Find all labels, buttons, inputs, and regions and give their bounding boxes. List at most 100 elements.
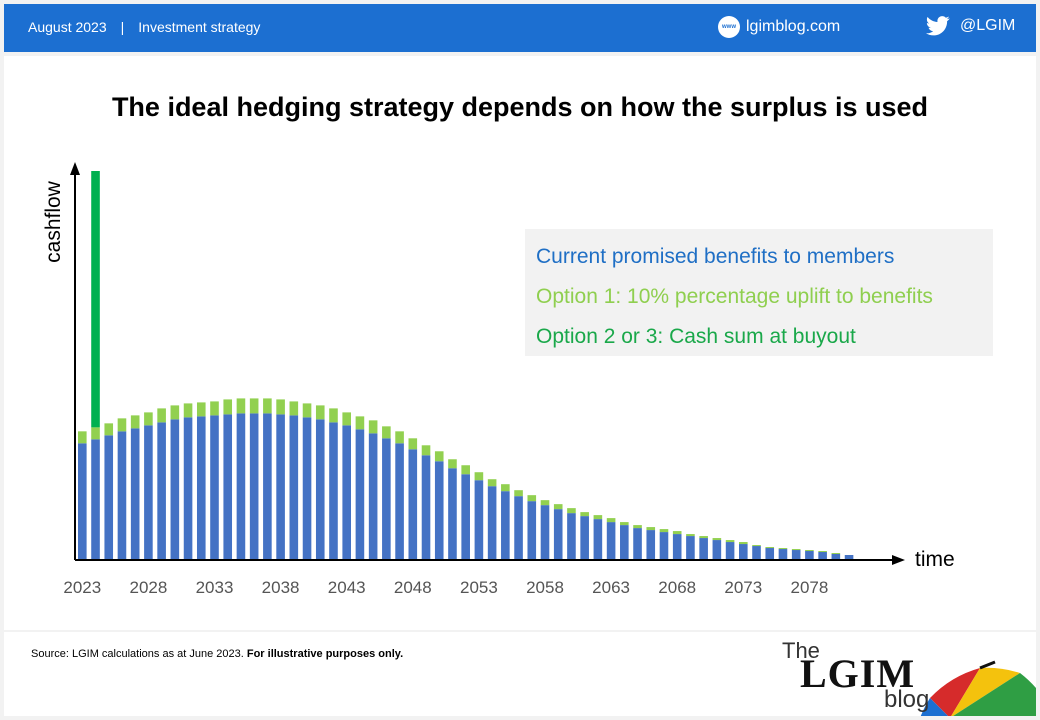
bar-2074-series-1: [752, 545, 761, 547]
bar-2076-series-0: [778, 549, 788, 559]
bar-2049-series-1: [421, 445, 431, 456]
bar-2044-series-1: [355, 416, 365, 430]
bar-2074-series-0: [752, 546, 761, 559]
bar-2079-series-1: [818, 551, 827, 553]
bar-2067-series-0: [659, 532, 669, 559]
bar-2064-series-1: [620, 522, 629, 526]
bar-2048-series-0: [408, 449, 418, 559]
bars-group: [78, 171, 854, 559]
bar-2034-series-1: [223, 399, 233, 415]
legend-item-option2: Option 2 or 3: Cash sum at buyout: [536, 325, 856, 348]
x-tick-2073: 2073: [724, 578, 762, 597]
bar-2068-series-0: [672, 534, 682, 559]
logo-lgim: LGIM: [800, 651, 916, 696]
bar-2068-series-1: [672, 531, 682, 535]
twitter-icon: [926, 16, 950, 36]
bar-2063-series-1: [606, 518, 616, 523]
bar-2069-series-1: [686, 534, 695, 537]
page-title: The ideal hedging strategy depends on ho…: [111, 92, 929, 122]
bar-2045-series-1: [368, 420, 378, 434]
x-axis-arrow: [892, 555, 905, 565]
site-label: lgimblog.com: [746, 18, 841, 35]
globe-icon: www: [718, 16, 740, 38]
bar-2053-series-0: [474, 480, 484, 559]
bar-2040-series-0: [302, 417, 312, 559]
bar-2056-series-0: [514, 496, 523, 559]
bar-2078-series-0: [805, 551, 814, 559]
bar-2039-series-0: [289, 415, 299, 559]
bar-2077-series-1: [791, 549, 801, 551]
source-note: Source: LGIM calculations as at June 202…: [31, 648, 403, 660]
bar-2036-series-0: [249, 413, 259, 559]
twitter-link[interactable]: @LGIM: [926, 16, 1015, 36]
bar-2063-series-0: [606, 522, 616, 559]
bar-2023-series-1: [78, 431, 87, 444]
bar-2081-series-0: [844, 555, 854, 559]
bar-2030-series-0: [170, 419, 180, 559]
bar-2065-series-1: [633, 525, 642, 529]
bar-2055-series-1: [501, 484, 510, 492]
bar-2047-series-0: [395, 443, 404, 559]
bar-2040-series-1: [302, 403, 312, 418]
x-tick-2063: 2063: [592, 578, 630, 597]
bar-2042-series-1: [329, 408, 338, 423]
x-tick-2028: 2028: [129, 578, 167, 597]
bar-2023-series-0: [78, 443, 87, 559]
bar-2059-series-1: [553, 504, 563, 510]
bar-2076-series-1: [778, 548, 788, 550]
bar-2056-series-1: [514, 490, 523, 497]
bar-2043-series-1: [342, 412, 351, 426]
bar-2054-series-1: [487, 479, 497, 487]
bar-2071-series-0: [712, 540, 722, 559]
bar-2031-series-0: [183, 417, 193, 559]
bar-2041-series-0: [315, 419, 325, 559]
bar-2062-series-1: [593, 515, 603, 520]
bar-2027-series-0: [130, 428, 140, 559]
x-tick-2033: 2033: [196, 578, 234, 597]
bar-2038-series-1: [276, 399, 285, 415]
x-tick-2058: 2058: [526, 578, 564, 597]
site-link[interactable]: www lgimblog.com: [718, 16, 840, 38]
bar-2036-series-1: [249, 398, 259, 414]
bar-2073-series-1: [739, 542, 748, 545]
x-tick-2038: 2038: [262, 578, 300, 597]
bar-2046-series-1: [382, 426, 391, 439]
x-axis-label: time: [915, 548, 955, 571]
lgim-blog-logo: The LGIM blog: [780, 638, 1036, 716]
bar-2058-series-1: [540, 500, 550, 506]
bar-2073-series-0: [739, 544, 748, 559]
x-tick-2078: 2078: [790, 578, 828, 597]
bar-2059-series-0: [553, 509, 563, 559]
header-category: Investment strategy: [138, 19, 261, 35]
bar-2066-series-0: [646, 530, 656, 559]
bar-2070-series-0: [699, 538, 708, 559]
bar-2031-series-1: [183, 403, 193, 418]
bar-2033-series-1: [210, 401, 219, 416]
bar-2070-series-1: [699, 536, 708, 539]
bar-2024-series-1: [91, 427, 100, 440]
y-axis-label: cashflow: [42, 180, 65, 263]
bar-2050-series-1: [434, 451, 444, 462]
footer-panel: [4, 632, 1036, 716]
bar-2079-series-0: [818, 552, 827, 559]
header-left: August 2023 | Investment strategy: [28, 19, 260, 35]
bar-2042-series-0: [329, 422, 338, 559]
bar-2052-series-1: [461, 465, 470, 475]
bar-2069-series-0: [686, 536, 695, 559]
bar-2046-series-0: [382, 438, 391, 559]
bar-2053-series-1: [474, 472, 484, 481]
legend-item-benefits: Current promised benefits to members: [536, 245, 895, 268]
bar-2035-series-1: [236, 398, 246, 414]
x-tick-2053: 2053: [460, 578, 498, 597]
bar-2051-series-0: [448, 468, 457, 559]
bar-2029-series-0: [157, 422, 166, 559]
bar-2077-series-0: [791, 550, 801, 559]
umbrella-icon: [920, 660, 1036, 716]
bar-2057-series-0: [527, 501, 537, 559]
bar-2039-series-1: [289, 401, 299, 416]
bar-2045-series-0: [368, 433, 378, 559]
x-tick-2023: 2023: [63, 578, 101, 597]
bar-2057-series-1: [527, 495, 537, 502]
bar-2065-series-0: [633, 528, 642, 559]
bar-2044-series-0: [355, 429, 365, 559]
